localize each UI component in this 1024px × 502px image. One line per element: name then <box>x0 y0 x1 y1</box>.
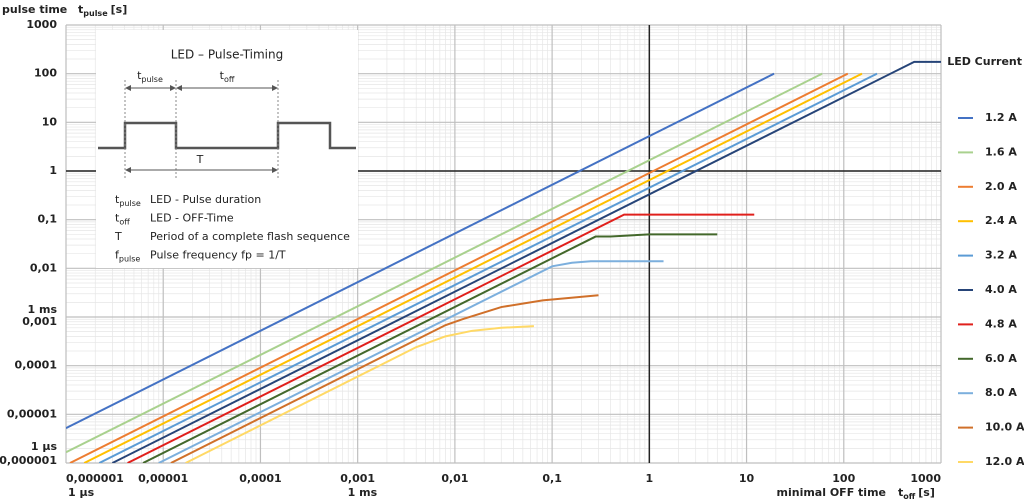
y-tick-label: 0,0001 <box>15 359 57 372</box>
legend-label: 10.0 A <box>985 421 1024 434</box>
y-tick-label: 1000 <box>26 18 57 31</box>
series-line <box>69 72 849 463</box>
x-tick-label: 10 <box>739 472 755 485</box>
subscript: pulse <box>119 254 141 263</box>
definition-text: LED - Pulse duration <box>150 193 261 206</box>
inset-title: LED – Pulse-Timing <box>171 48 284 62</box>
definition-symbol: tpulse <box>115 193 141 208</box>
legend-label: 6.0 A <box>985 352 1017 365</box>
symbol: t <box>115 193 120 206</box>
definition-symbol: toff <box>115 212 130 227</box>
y-axis-symbol: tpulse [s] <box>78 3 127 18</box>
symbol: t <box>115 212 120 225</box>
series-line <box>111 60 941 463</box>
y-tick-label: 0,001 <box>22 315 57 328</box>
legend-label: 3.2 A <box>985 249 1017 262</box>
x-tick-label: 0,0001 <box>239 472 281 485</box>
legend-label: 1.6 A <box>985 145 1017 158</box>
legend-label: 4.0 A <box>985 283 1017 296</box>
legend-title: LED Current <box>947 55 1022 68</box>
y-tick-label: 100 <box>34 67 57 80</box>
guides <box>124 80 279 180</box>
x-axis-symbol: toff [s] <box>898 486 935 501</box>
subscript: pulse <box>119 199 141 208</box>
lines <box>66 60 941 463</box>
symbol: f <box>115 249 120 262</box>
series-line <box>142 233 718 463</box>
x-axis-name: minimal OFF time <box>777 486 886 499</box>
y-tick-label: 0,01 <box>30 261 57 274</box>
legend-label: 1.2 A <box>985 111 1017 124</box>
legend-label: 8.0 A <box>985 386 1017 399</box>
legend-label: 2.0 A <box>985 180 1017 193</box>
x-unit-label: 1 ms <box>348 486 378 499</box>
y-tick-label: 1 <box>49 164 57 177</box>
waveform <box>98 121 356 150</box>
x-tick-label: 1000 <box>910 472 941 485</box>
pulse-label: tpulse <box>137 69 163 84</box>
definition-symbol: fpulse <box>115 249 140 264</box>
inset: LED – Pulse-Timing tpulse toff T tpulse L… <box>96 30 358 268</box>
definition-text: LED - OFF-Time <box>150 212 234 225</box>
legend-label: 4.8 A <box>985 317 1017 330</box>
x-tick-label: 0,000001 <box>66 472 124 485</box>
x-tick-label: 0,001 <box>340 472 375 485</box>
y-tick-label: 0,000001 <box>0 454 57 467</box>
off-label: toff <box>220 69 235 84</box>
series-line <box>127 213 755 463</box>
x-tick-label: 0,01 <box>441 472 468 485</box>
x-tick-label: 100 <box>832 472 855 485</box>
series-line <box>170 294 599 463</box>
x-tick-label: 0,00001 <box>138 472 188 485</box>
series-line <box>158 260 664 463</box>
y-axis-name: pulse time <box>2 3 67 16</box>
labels: 0,000001 0,00001 0,0001 0,001 0,01 0,1 1 10 100 1… <box>0 18 1024 499</box>
series-line <box>83 72 863 463</box>
arrows <box>125 85 278 173</box>
y-tick-label: 10 <box>42 115 58 128</box>
definition-text: Pulse frequency fp = 1/T <box>150 249 286 262</box>
y-tick-label: 0,1 <box>38 213 58 226</box>
x-tick-label: 0,1 <box>542 472 562 485</box>
series-line <box>185 325 534 463</box>
x-unit-label: 1 µs <box>68 486 95 499</box>
definition-symbol: T <box>114 230 122 243</box>
legend-label: 12.0 A <box>985 455 1024 468</box>
period-label: T <box>196 153 204 166</box>
definition-text: Period of a complete flash sequence <box>150 230 350 243</box>
y-unit-label: 1 ms <box>28 303 58 316</box>
symbol: T <box>114 230 122 243</box>
y-unit-label: 1 µs <box>31 440 58 453</box>
series-line <box>66 72 775 430</box>
subscript: off <box>119 217 130 226</box>
legend-label: 2.4 A <box>985 214 1017 227</box>
series-line <box>66 72 823 454</box>
series-line <box>98 72 878 463</box>
x-tick-label: 1 <box>646 472 654 485</box>
y-tick-label: 0,00001 <box>7 407 57 420</box>
